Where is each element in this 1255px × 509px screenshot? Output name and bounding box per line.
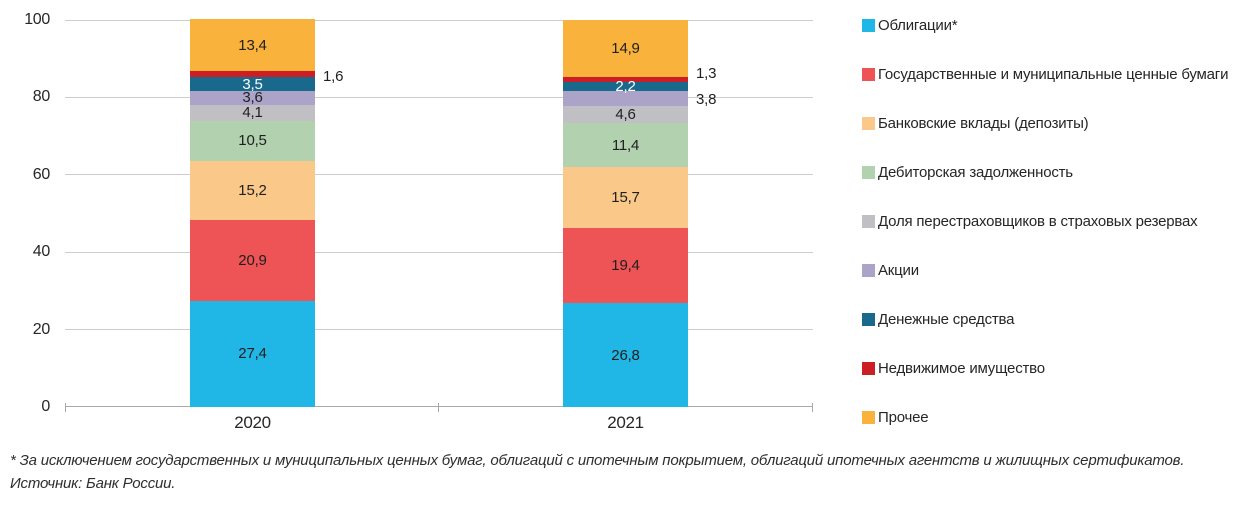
y-tick-label-100: 100 [24,11,50,28]
segment-2020-Прочее: 13,4 [190,19,315,72]
segment-2020-Государственные и муниципальные ценные бумаги: 20,9 [190,220,315,301]
legend-item: Доля перестраховщиков в страховых резерв… [862,213,1247,231]
gridline-80 [65,96,813,98]
legend-swatch-icon [862,411,875,424]
legend-item: Банковские вклады (депозиты) [862,115,1247,133]
segment-2020-Акции: 3,6 [190,89,315,107]
x-axis-line [65,406,813,407]
segment-value-label: 27,4 [238,345,267,363]
legend-label: Государственные и муниципальные ценные б… [878,66,1229,83]
legend-label: Прочее [878,409,929,426]
segment-value-label: 15,2 [238,182,267,200]
segment-2020-Доля перестраховщиков в страховых резервах: 4,1 [190,104,315,122]
segment-2021-Банковские вклады (депозиты): 15,7 [563,167,688,229]
segment-2020-Недвижимое имущество [190,71,315,78]
segment-value-label: 20,9 [238,252,267,270]
x-axis: 2020 2021 [65,413,813,435]
outside-value-label: 1,3 [696,64,717,82]
segment-2020-Банковские вклады (депозиты): 15,2 [190,161,315,221]
outside-value-label: 1,6 [323,68,344,86]
y-tick-label-20: 20 [32,320,51,338]
legend-item: Облигации* [862,17,1247,35]
axis-tick-1 [438,403,439,412]
legend-item: Акции [862,262,1247,280]
legend-label: Недвижимое имущество [878,360,1045,377]
x-tick-label-2021: 2021 [607,413,644,432]
legend-swatch-icon [862,313,875,326]
legend-swatch-icon [862,362,875,375]
segment-2021-Доля перестраховщиков в страховых резервах: 4,6 [563,105,688,124]
legend-swatch-icon [862,117,875,130]
footnote-asterisk: * За исключением государственных и муниц… [10,452,1185,469]
legend-item: Недвижимое имущество [862,360,1247,378]
y-tick-label-60: 60 [32,165,51,183]
segment-2021-Облигации*: 26,8 [563,303,688,407]
legend-label: Банковские вклады (депозиты) [878,115,1089,132]
segment-value-label: 15,7 [611,189,640,207]
segment-value-label: 11,4 [611,136,640,154]
bar-2021: 26,8 19,4 15,7 11,4 4,6 2,2 14,9 [563,19,688,407]
segment-value-label: 13,4 [238,36,267,54]
gridline-20 [65,329,813,331]
legend-swatch-icon [862,264,875,277]
legend-item: Прочее [862,409,1247,427]
segment-2021-Недвижимое имущество [563,77,688,83]
legend: Облигации* Государственные и муниципальны… [862,17,1247,427]
y-tick-label-40: 40 [32,243,51,261]
segment-2021-Акции [563,90,688,106]
legend-swatch-icon [862,215,875,228]
legend-swatch-icon [862,166,875,179]
y-axis: 0 20 40 60 80 100 [0,11,51,415]
legend-label: Денежные средства [878,311,1015,328]
segment-2020-Дебиторская задолженность: 10,5 [190,120,315,162]
segment-value-label: 4,1 [242,104,263,122]
legend-label: Облигации* [878,17,958,34]
segment-value-label: 3,5 [242,75,263,93]
axis-tick-0 [65,403,66,412]
legend-label: Акции [878,262,919,279]
gridline-40 [65,251,813,253]
segment-value-label: 2,2 [615,78,636,96]
y-tick-label-80: 80 [32,88,51,106]
segment-value-label: 19,4 [611,257,640,275]
segment-2021-Государственные и муниципальные ценные бумаги: 19,4 [563,228,688,304]
bar-2020: 27,4 20,9 15,2 10,5 4,1 3,6 3,5 13,4 [190,19,315,407]
footnote: * За исключением государственных и муниц… [10,449,1250,495]
segment-2021-Денежные средства: 2,2 [563,78,688,96]
legend-item: Дебиторская задолженность [862,164,1247,182]
legend-label: Дебиторская задолженность [878,164,1073,181]
gridline-100 [65,19,813,21]
segment-2020-Денежные средства: 3,5 [190,75,315,93]
legend-swatch-icon [862,19,875,32]
legend-item: Денежные средства [862,311,1247,329]
segment-value-label: 4,6 [615,105,636,123]
segment-value-label: 14,9 [611,40,640,58]
segment-value-label: 3,6 [242,89,263,107]
footnote-source: Источник: Банк России. [10,475,176,492]
y-tick-label-0: 0 [41,398,50,415]
x-tick-label-2020: 2020 [234,413,271,432]
axis-tick-2 [812,403,813,412]
legend-swatch-icon [862,68,875,81]
segment-2021-Дебиторская задолженность: 11,4 [563,123,688,168]
segment-2020-Облигации*: 27,4 [190,300,315,407]
legend-item: Государственные и муниципальные ценные б… [862,66,1247,84]
segment-value-label: 26,8 [611,346,640,364]
segment-value-label: 10,5 [238,132,267,150]
segment-2021-Прочее: 14,9 [563,19,688,78]
outside-value-label: 3,8 [696,91,717,109]
plot-area: 1,6 27,4 20,9 15,2 10,5 4,1 3,6 3,5 13,4 3,8 1,3 26… [65,19,813,412]
gridline-60 [65,174,813,176]
legend-label: Доля перестраховщиков в страховых резерв… [878,213,1198,230]
